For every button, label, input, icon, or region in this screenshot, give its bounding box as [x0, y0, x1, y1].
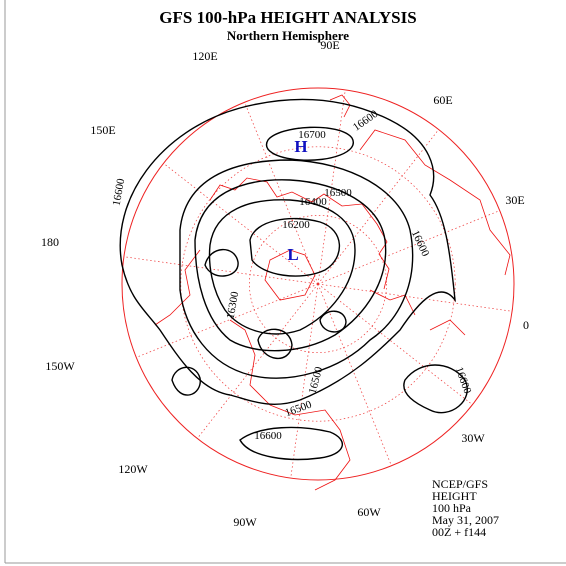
- subtitle: Northern Hemisphere: [227, 28, 349, 43]
- coastline: [209, 177, 390, 290]
- contour: [194, 179, 387, 352]
- contour-label: 16700: [298, 129, 326, 141]
- labels: 90E 120E 60E 150E 30E 180 0 150W 30W 120…: [41, 38, 529, 539]
- graticule-line: [180, 146, 456, 422]
- longitude-label: 30W: [461, 431, 485, 445]
- graticule: [123, 89, 513, 479]
- contour-label: 16600: [111, 177, 128, 207]
- longitude-label: 150E: [90, 123, 115, 137]
- longitude-label: 60E: [433, 93, 452, 107]
- longitude-label: 180: [41, 235, 59, 249]
- title: GFS 100-hPa HEIGHT ANALYSIS: [159, 8, 416, 27]
- graticule-line: [136, 283, 319, 358]
- info-line: 00Z + f144: [432, 525, 486, 539]
- graticule-line: [123, 256, 319, 285]
- info-line: 100 hPa: [432, 501, 472, 515]
- graticule-line: [317, 283, 473, 405]
- high-center: H: [294, 137, 307, 156]
- graticule-line: [197, 283, 319, 439]
- longitude-label: 150W: [45, 359, 75, 373]
- graticule-line: [249, 215, 387, 353]
- contour-label: 16400: [299, 196, 327, 208]
- low-center: L: [287, 245, 298, 264]
- graticule-line: [317, 89, 346, 285]
- graticule-line: [317, 210, 500, 285]
- info-line: NCEP/GFS: [432, 477, 488, 491]
- longitude-label: 30E: [505, 193, 524, 207]
- map-boundary: [121, 87, 515, 481]
- contour: [249, 217, 341, 277]
- contour: [265, 126, 354, 161]
- contour-label: 16300: [225, 290, 242, 320]
- coastline: [329, 94, 466, 336]
- info-line: May 31, 2007: [432, 513, 499, 527]
- graticule-line: [317, 129, 439, 285]
- graticule-line: [163, 163, 319, 285]
- longitude-label: 0: [523, 318, 529, 332]
- contour-label: 16500: [324, 187, 352, 199]
- contour: [119, 98, 456, 405]
- contour: [204, 248, 347, 360]
- info-line: HEIGHT: [432, 489, 477, 503]
- coastline: [229, 319, 351, 491]
- coastline: [359, 129, 511, 276]
- contour-label: 16200: [282, 219, 310, 231]
- longitude-label: 120W: [118, 462, 148, 476]
- longitude-label: 120E: [192, 49, 217, 63]
- contour: [179, 159, 414, 379]
- graticule-line: [317, 283, 513, 312]
- coastline: [154, 249, 316, 326]
- contour: [208, 199, 356, 335]
- graticule-line: [290, 283, 319, 479]
- longitude-label: 90E: [320, 38, 339, 52]
- contour: [239, 426, 343, 461]
- contour: [171, 364, 468, 414]
- graticule-line: [317, 283, 392, 466]
- contour-label: 16600: [254, 430, 282, 442]
- contours: [119, 98, 468, 461]
- longitude-label: 90W: [233, 515, 257, 529]
- graticule-line: [244, 102, 319, 285]
- longitude-label: 60W: [357, 505, 381, 519]
- coastlines: [154, 94, 511, 491]
